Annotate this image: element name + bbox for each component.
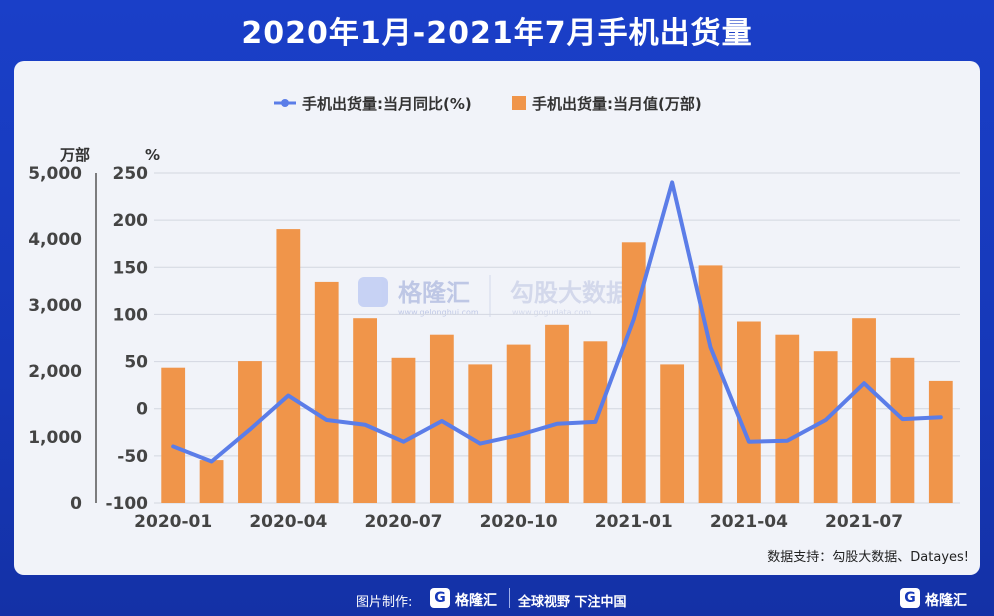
y-left-unit: 万部 (59, 146, 90, 164)
line-point (939, 415, 943, 419)
x-tick-label: 2021-07 (825, 512, 903, 532)
x-tick-label: 2021-01 (595, 512, 673, 532)
bar (468, 364, 493, 503)
y-right-tick-label: 0 (136, 400, 148, 420)
footer-made-by: 图片制作: (356, 595, 413, 610)
y-right-tick-label: 100 (113, 305, 149, 325)
bar (199, 460, 224, 503)
y-left-tick-label: 4,000 (28, 230, 82, 250)
y-right-tick-label: 150 (113, 258, 149, 278)
line-point (440, 419, 444, 423)
chart-card: 格隆汇 www.gelonghui.com 勾股大数据 www.gogudata… (14, 61, 980, 575)
legend-bar-label: 手机出货量:当月值(万部) (532, 95, 702, 113)
legend: 手机出货量:当月同比(%) 手机出货量:当月值(万部) (274, 95, 702, 113)
bar (852, 318, 876, 503)
footer-logo-icon: G (430, 588, 450, 608)
line-point (900, 417, 904, 421)
footer: 图片制作: G 格隆汇 全球视野 下注中国 G 格隆汇 (0, 582, 994, 616)
line-point (632, 317, 636, 321)
chart: 格隆汇 www.gelonghui.com 勾股大数据 www.gogudata… (28, 95, 969, 565)
bar (276, 229, 301, 503)
line-point (824, 418, 828, 422)
bar (775, 334, 800, 503)
legend-line-marker (281, 99, 289, 107)
line-point (248, 427, 252, 431)
y-right-tick-label: 50 (124, 353, 148, 373)
bar (545, 324, 569, 503)
bar (506, 344, 531, 503)
line-point (286, 394, 290, 398)
page-title: 2020年1月-2021年7月手机出货量 (241, 16, 753, 51)
bar (621, 242, 646, 504)
bar (660, 364, 685, 503)
line-point (363, 423, 367, 427)
line-point (555, 422, 559, 426)
line-point (785, 439, 789, 443)
x-axis-ticks: 2020-01 2020-04 2020-07 2020-10 2021-01 2021-… (134, 512, 903, 532)
y-left-tick-label: 2,000 (28, 362, 82, 382)
bar (161, 367, 186, 503)
footer-slogan: 全球视野 下注中国 (518, 595, 627, 610)
y-left-tick-label: 3,000 (28, 296, 82, 316)
line-point (862, 381, 866, 385)
legend-line-label: 手机出货量:当月同比(%) (302, 95, 472, 113)
watermark-logo-icon (358, 277, 388, 307)
line-point (171, 444, 175, 448)
y-right-tick-label: 200 (113, 211, 149, 231)
bar (890, 357, 915, 503)
x-tick-label: 2020-01 (134, 512, 212, 532)
y-right-tick-label: 250 (113, 164, 149, 184)
bar (429, 334, 454, 503)
line-point (747, 440, 751, 444)
watermark: 格隆汇 www.gelonghui.com 勾股大数据 www.gogudata… (358, 275, 630, 317)
y-left-ticks: 5,000 4,000 3,000 2,000 1,000 0 (28, 164, 82, 514)
footer-logo-right-icon: G (900, 588, 920, 608)
legend-bar-swatch (512, 96, 526, 110)
line-point (325, 418, 329, 422)
line-point (709, 345, 713, 349)
y-left-tick-label: 0 (70, 494, 82, 514)
line-point (401, 440, 405, 444)
watermark-partner-domain: www.gogudata.com (512, 308, 591, 317)
bar (737, 321, 761, 503)
source-note: 数据支持：勾股大数据、Datayes! (767, 550, 969, 565)
bar (391, 357, 416, 503)
bar (928, 380, 953, 503)
x-tick-label: 2020-04 (249, 512, 327, 532)
x-tick-label: 2020-07 (364, 512, 442, 532)
bar (698, 265, 723, 503)
line-point (478, 442, 482, 446)
footer-divider (509, 588, 510, 608)
line-point (593, 420, 597, 424)
bar (314, 281, 339, 503)
watermark-partner: 勾股大数据 (510, 279, 630, 307)
y-right-tick-label: -50 (117, 447, 148, 467)
line-point (210, 460, 214, 464)
y-left-tick-label: 5,000 (28, 164, 82, 184)
footer-brand-right: 格隆汇 (925, 593, 967, 609)
line-point (670, 180, 674, 184)
y-right-unit: % (145, 146, 160, 164)
line-point (517, 433, 521, 437)
y-right-ticks: 250 200 150 100 50 0 -50 -100 (105, 164, 148, 514)
bar (813, 351, 838, 503)
watermark-brand: 格隆汇 (398, 279, 470, 307)
watermark-domain: www.gelonghui.com (398, 308, 479, 317)
y-left-tick-label: 1,000 (28, 428, 82, 448)
bar (353, 318, 377, 503)
y-right-tick-label: -100 (105, 494, 148, 514)
x-tick-label: 2020-10 (480, 512, 558, 532)
footer-brand: 格隆汇 (455, 593, 497, 609)
bar-series (161, 229, 953, 504)
x-tick-label: 2021-04 (710, 512, 788, 532)
line-series (171, 180, 943, 464)
